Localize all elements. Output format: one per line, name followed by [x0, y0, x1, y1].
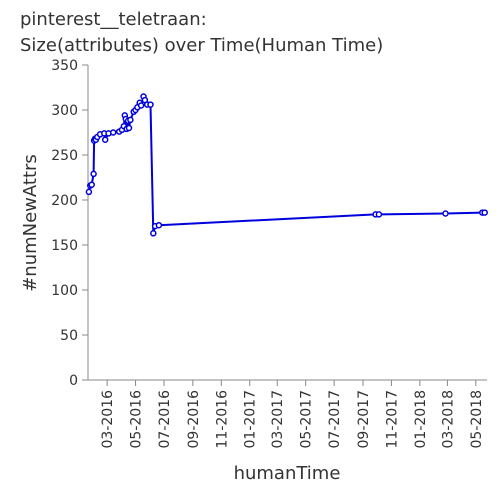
x-tick-label: 05-2018 — [469, 390, 485, 449]
x-tick-label: 11-2016 — [214, 390, 230, 449]
chart-title-line-1: pinterest__teletraan: — [20, 9, 207, 30]
data-point — [155, 221, 163, 229]
data-point — [109, 129, 117, 136]
x-tick-label: 01-2017 — [243, 390, 259, 449]
y-tick-label: 250 — [51, 148, 78, 164]
data-point — [375, 211, 383, 218]
data-point — [85, 188, 93, 196]
chart-title-line-2: Size(attributes) over Time(Human Time) — [20, 35, 383, 56]
data-point — [127, 116, 134, 124]
y-axis-label: #numNewAttrs — [20, 154, 41, 292]
y-tick-label: 100 — [51, 283, 78, 299]
series-points — [85, 93, 488, 237]
x-tick-label: 11-2017 — [384, 390, 400, 449]
x-axis-label: humanTime — [234, 463, 341, 484]
x-tick-label: 01-2018 — [413, 390, 429, 449]
x-tick-label: 03-2016 — [100, 390, 116, 449]
data-point — [150, 230, 157, 237]
x-tick-label: 09-2017 — [356, 390, 372, 449]
y-axis: 0 50 100 150 200 250 300 350 — [51, 58, 89, 389]
y-tick-label: 0 — [69, 373, 78, 389]
data-point — [88, 181, 95, 188]
x-tick-label: 07-2017 — [327, 390, 343, 449]
x-tick-label: 05-2017 — [299, 390, 315, 449]
data-point — [442, 210, 449, 217]
x-axis: 03-2016 05-2016 07-2016 09-2016 11-2016 01-20… — [88, 379, 487, 449]
x-tick-label: 03-2018 — [440, 390, 456, 449]
x-tick-label: 07-2016 — [157, 390, 173, 449]
x-tick-label: 05-2016 — [129, 390, 145, 449]
data-point — [147, 101, 154, 108]
data-point — [90, 170, 97, 178]
y-tick-label: 350 — [51, 58, 78, 74]
y-tick-label: 200 — [51, 193, 78, 209]
series-line — [87, 93, 485, 234]
y-tick-label: 300 — [51, 103, 78, 119]
y-tick-label: 150 — [51, 238, 78, 254]
data-point — [101, 136, 109, 143]
data-point — [137, 102, 145, 109]
x-tick-label: 03-2017 — [270, 390, 286, 449]
y-tick-label: 50 — [60, 328, 78, 344]
x-tick-label: 09-2016 — [186, 390, 202, 449]
data-point — [481, 209, 488, 216]
data-point — [125, 124, 133, 132]
